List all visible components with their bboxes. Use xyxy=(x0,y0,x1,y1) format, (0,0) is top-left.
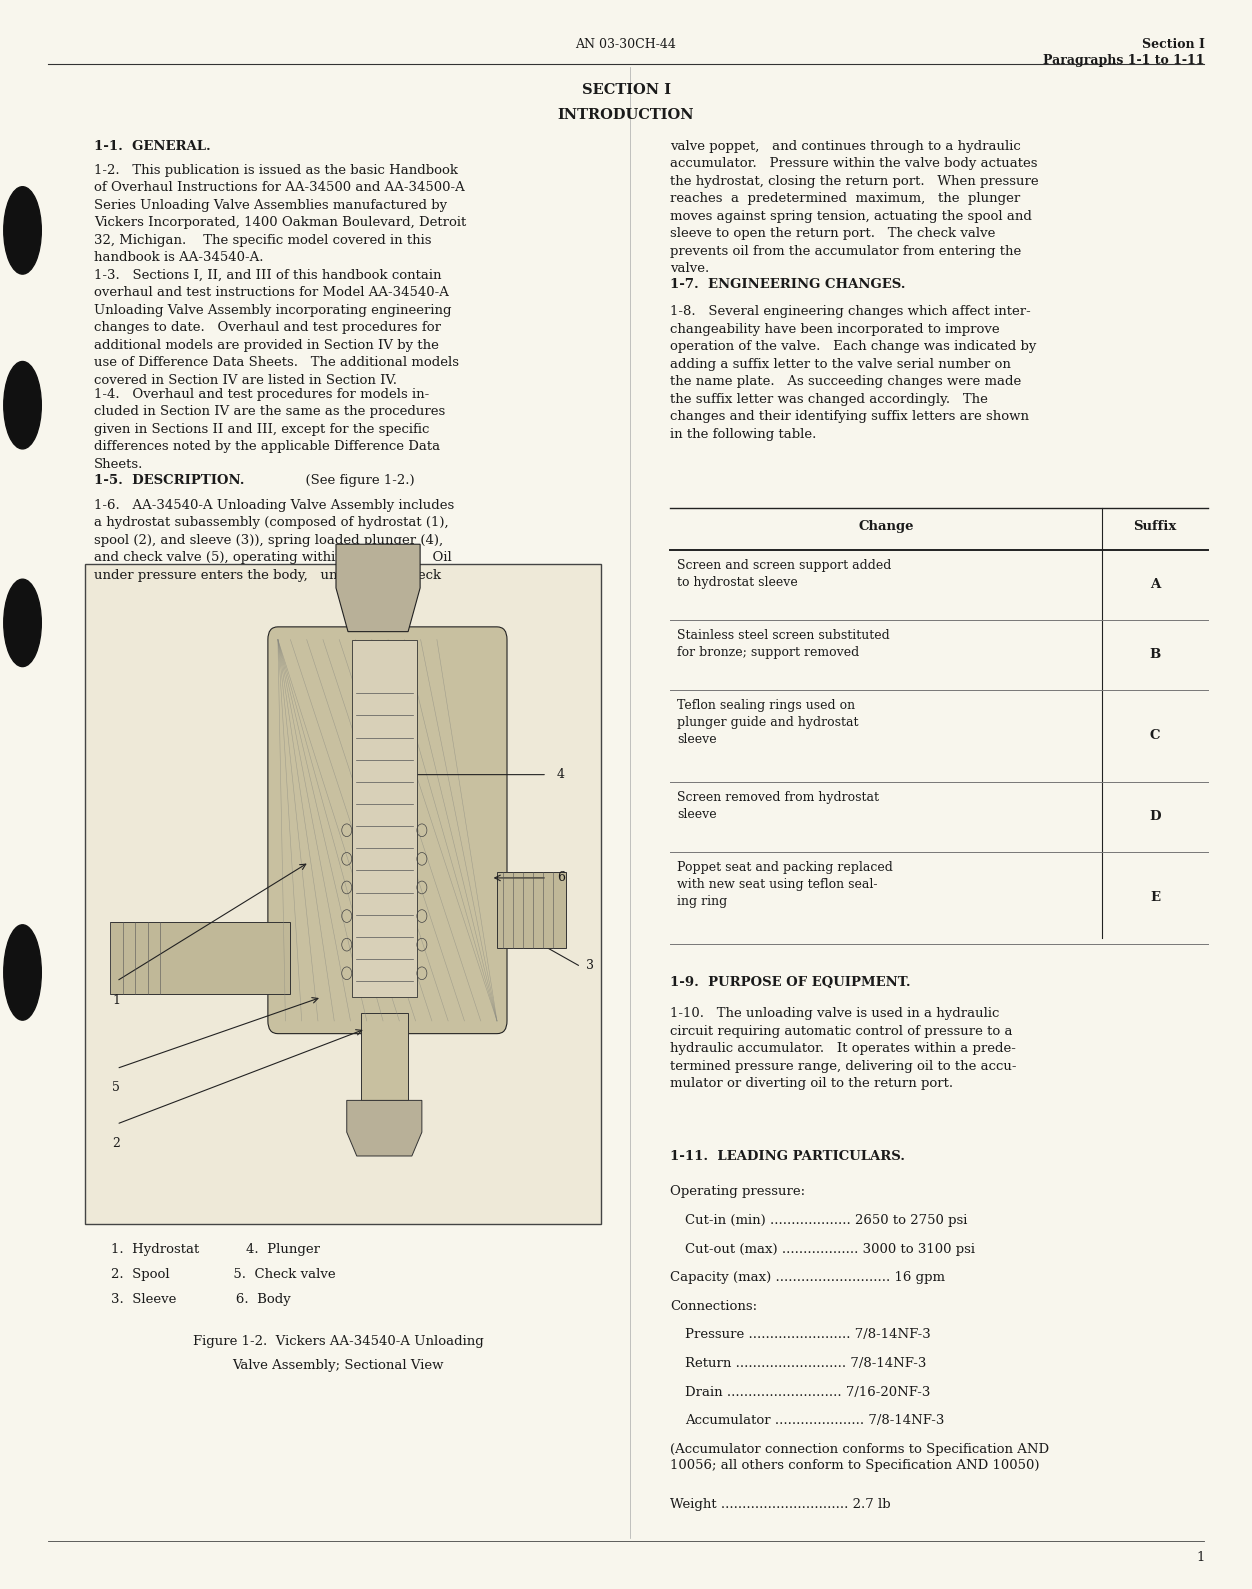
Text: 4: 4 xyxy=(557,767,565,782)
Ellipse shape xyxy=(4,925,41,1020)
Text: Weight .............................. 2.7 lb: Weight .............................. 2.… xyxy=(670,1498,890,1511)
Text: Return .......................... 7/8-14NF-3: Return .......................... 7/8-14… xyxy=(685,1357,926,1370)
Text: Change: Change xyxy=(858,520,914,532)
Text: 6: 6 xyxy=(557,871,565,885)
FancyBboxPatch shape xyxy=(268,626,507,1033)
Text: 1: 1 xyxy=(113,995,120,1007)
Text: 1-3.   Sections I, II, and III of this handbook contain
overhaul and test instru: 1-3. Sections I, II, and III of this han… xyxy=(94,269,459,386)
Ellipse shape xyxy=(4,361,41,448)
Text: 3.  Sleeve              6.  Body: 3. Sleeve 6. Body xyxy=(94,1293,290,1306)
Text: 1: 1 xyxy=(1196,1551,1204,1564)
Ellipse shape xyxy=(4,578,41,667)
Text: 1-10.   The unloading valve is used in a hydraulic
circuit requiring automatic c: 1-10. The unloading valve is used in a h… xyxy=(670,1007,1017,1090)
Text: Cut-out (max) .................. 3000 to 3100 psi: Cut-out (max) .................. 3000 to… xyxy=(685,1243,975,1255)
Text: Paragraphs 1-1 to 1-11: Paragraphs 1-1 to 1-11 xyxy=(1043,54,1204,67)
Polygon shape xyxy=(347,1100,422,1157)
Text: 1-1.  GENERAL.: 1-1. GENERAL. xyxy=(94,140,210,153)
Text: 1.  Hydrostat           4.  Plunger: 1. Hydrostat 4. Plunger xyxy=(94,1243,321,1255)
Polygon shape xyxy=(336,543,421,632)
Text: Capacity (max) ........................... 16 gpm: Capacity (max) .........................… xyxy=(670,1271,945,1284)
Text: 1-2.   This publication is issued as the basic Handbook
of Overhaul Instructions: 1-2. This publication is issued as the b… xyxy=(94,164,466,264)
Text: Teflon sealing rings used on
plunger guide and hydrostat
sleeve: Teflon sealing rings used on plunger gui… xyxy=(677,699,859,747)
Text: Screen and screen support added
to hydrostat sleeve: Screen and screen support added to hydro… xyxy=(677,559,891,590)
Text: 1-4.   Overhaul and test procedures for models in-
cluded in Section IV are the : 1-4. Overhaul and test procedures for mo… xyxy=(94,388,446,470)
Bar xyxy=(352,639,417,998)
Text: Figure 1-2.  Vickers AA-34540-A Unloading: Figure 1-2. Vickers AA-34540-A Unloading xyxy=(193,1335,483,1347)
Text: 2.  Spool               5.  Check valve: 2. Spool 5. Check valve xyxy=(94,1268,336,1281)
Text: E: E xyxy=(1151,891,1159,904)
Text: 1-6.   AA-34540-A Unloading Valve Assembly includes
a hydrostat subassembly (com: 1-6. AA-34540-A Unloading Valve Assembly… xyxy=(94,499,454,582)
Text: 3: 3 xyxy=(586,958,593,972)
Text: 1-8.   Several engineering changes which affect inter-
changeability have been i: 1-8. Several engineering changes which a… xyxy=(670,305,1037,440)
Text: A: A xyxy=(1149,578,1161,591)
Text: Screen removed from hydrostat
sleeve: Screen removed from hydrostat sleeve xyxy=(677,791,879,822)
Text: Operating pressure:: Operating pressure: xyxy=(670,1185,805,1198)
Text: valve poppet,   and continues through to a hydraulic
accumulator.   Pressure wit: valve poppet, and continues through to a… xyxy=(670,140,1038,275)
Text: Accumulator ..................... 7/8-14NF-3: Accumulator ..................... 7/8-14… xyxy=(685,1414,944,1427)
Bar xyxy=(85,564,601,1224)
Text: (See figure 1-2.): (See figure 1-2.) xyxy=(297,474,414,486)
Text: D: D xyxy=(1149,810,1161,823)
Text: Cut-in (min) ................... 2650 to 2750 psi: Cut-in (min) ................... 2650 to… xyxy=(685,1214,968,1227)
Text: Stainless steel screen substituted
for bronze; support removed: Stainless steel screen substituted for b… xyxy=(677,629,890,659)
Text: 1-7.  ENGINEERING CHANGES.: 1-7. ENGINEERING CHANGES. xyxy=(670,278,905,291)
Text: INTRODUCTION: INTRODUCTION xyxy=(557,108,695,122)
Text: 1-5.  DESCRIPTION.: 1-5. DESCRIPTION. xyxy=(94,474,244,486)
Text: (Accumulator connection conforms to Specification AND
10056; all others conform : (Accumulator connection conforms to Spec… xyxy=(670,1443,1049,1473)
Text: 5: 5 xyxy=(113,1081,120,1095)
Bar xyxy=(497,871,566,947)
Text: SECTION I: SECTION I xyxy=(581,83,671,97)
Text: Drain ........................... 7/16-20NF-3: Drain ........................... 7/16-2… xyxy=(685,1386,930,1398)
Ellipse shape xyxy=(4,186,41,273)
Text: Section I: Section I xyxy=(1142,38,1204,51)
Text: B: B xyxy=(1149,648,1161,661)
Bar xyxy=(110,922,290,995)
Text: AN 03-30CH-44: AN 03-30CH-44 xyxy=(576,38,676,51)
Text: Connections:: Connections: xyxy=(670,1300,757,1313)
Text: 2: 2 xyxy=(113,1138,120,1150)
Text: Poppet seat and packing replaced
with new seat using teflon seal-
ing ring: Poppet seat and packing replaced with ne… xyxy=(677,861,893,909)
Text: C: C xyxy=(1149,729,1161,742)
Text: 1-11.  LEADING PARTICULARS.: 1-11. LEADING PARTICULARS. xyxy=(670,1150,905,1163)
Text: Pressure ........................ 7/8-14NF-3: Pressure ........................ 7/8-14… xyxy=(685,1328,930,1341)
Text: Suffix: Suffix xyxy=(1133,520,1177,532)
Text: Valve Assembly; Sectional View: Valve Assembly; Sectional View xyxy=(233,1359,443,1371)
Text: 1-9.  PURPOSE OF EQUIPMENT.: 1-9. PURPOSE OF EQUIPMENT. xyxy=(670,976,910,988)
Bar xyxy=(361,1014,408,1100)
